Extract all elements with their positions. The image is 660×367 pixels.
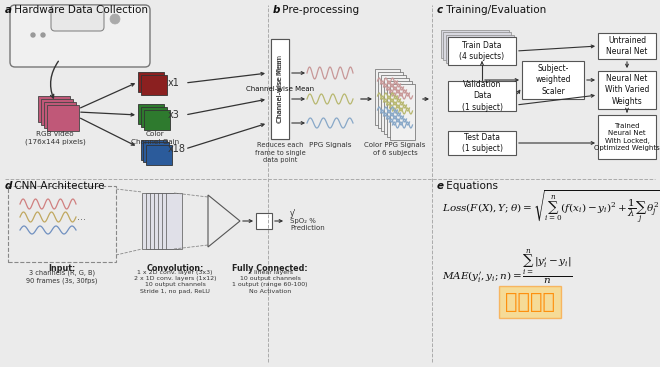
Bar xyxy=(256,213,272,229)
Text: 江西龙网: 江西龙网 xyxy=(505,292,555,312)
Text: $\mathit{Loss}(F(X), Y; \theta) = \sqrt{\sum_{i=0}^{n}(f(x_i) - y_i)^2 + \dfrac{: $\mathit{Loss}(F(X), Y; \theta) = \sqrt{… xyxy=(442,189,660,226)
Bar xyxy=(150,193,166,249)
Bar xyxy=(138,72,164,92)
Text: Color PPG Signals
of 6 subjects: Color PPG Signals of 6 subjects xyxy=(364,142,426,156)
Bar xyxy=(598,33,656,59)
Bar xyxy=(143,142,169,162)
Text: Validation
Data
(1 subject): Validation Data (1 subject) xyxy=(461,80,502,112)
Bar xyxy=(166,193,182,249)
Bar xyxy=(141,139,166,160)
Bar xyxy=(142,193,158,249)
Text: y': y' xyxy=(290,210,296,218)
Text: Convolution:: Convolution: xyxy=(147,264,204,273)
Text: Test Data
(1 subject): Test Data (1 subject) xyxy=(461,133,502,153)
Text: d: d xyxy=(5,181,13,191)
Text: x18: x18 xyxy=(168,144,186,154)
Bar xyxy=(448,81,516,111)
Bar xyxy=(47,105,79,131)
Text: Neural Net
With Varied
Weights: Neural Net With Varied Weights xyxy=(605,75,649,106)
Bar xyxy=(44,102,76,128)
Bar xyxy=(158,193,174,249)
Text: Channel-wise Mean: Channel-wise Mean xyxy=(277,55,283,123)
Circle shape xyxy=(31,33,35,37)
Bar xyxy=(598,71,656,109)
Bar xyxy=(378,72,403,128)
Bar xyxy=(162,193,178,249)
Bar xyxy=(448,131,516,155)
Text: Training/Evaluation: Training/Evaluation xyxy=(443,5,546,15)
Bar xyxy=(448,37,516,65)
FancyBboxPatch shape xyxy=(10,5,150,67)
Text: CNN Architecture: CNN Architecture xyxy=(11,181,104,191)
Text: 1 x 2D conv. layer (3x3)
2 x 1D conv. layers (1x12)
10 output channels
Stride 1,: 1 x 2D conv. layer (3x3) 2 x 1D conv. la… xyxy=(134,270,216,294)
Bar xyxy=(387,81,412,137)
Text: 2 linear layers
10 output channels
1 output (range 60-100)
No Activation: 2 linear layers 10 output channels 1 out… xyxy=(232,270,308,294)
Text: SpO₂ %: SpO₂ % xyxy=(290,218,316,224)
Text: Prediction: Prediction xyxy=(290,225,325,231)
Text: a: a xyxy=(5,5,12,15)
Bar xyxy=(38,96,70,122)
Bar xyxy=(41,99,73,125)
Bar xyxy=(522,61,584,99)
Text: Channel-wise Mean: Channel-wise Mean xyxy=(246,86,314,92)
Bar xyxy=(271,39,289,139)
Bar xyxy=(138,104,164,124)
Bar xyxy=(271,39,289,139)
Bar xyxy=(8,186,116,262)
Text: RGB video
(176x144 pixels): RGB video (176x144 pixels) xyxy=(24,131,85,145)
Text: c: c xyxy=(437,5,443,15)
Bar xyxy=(384,78,409,134)
Text: $\mathit{MAE}(y_i^{\prime}, y_i; n) = \dfrac{\sum_{i=}^{n}|y_i^{\prime} - y_i|}{: $\mathit{MAE}(y_i^{\prime}, y_i; n) = \d… xyxy=(442,247,573,286)
Text: Fully Connected:: Fully Connected: xyxy=(232,264,308,273)
Text: e: e xyxy=(437,181,444,191)
Bar xyxy=(443,32,511,60)
Bar xyxy=(390,84,415,140)
Circle shape xyxy=(110,14,120,24)
Text: Subject-
weighted
Scaler: Subject- weighted Scaler xyxy=(535,64,571,95)
Bar xyxy=(598,115,656,159)
Text: Train Data
(4 subjects): Train Data (4 subjects) xyxy=(459,41,504,61)
Text: Trained
Neural Net
With Locked,
Optimized Weights: Trained Neural Net With Locked, Optimize… xyxy=(594,123,660,151)
Bar xyxy=(141,107,167,127)
Text: b: b xyxy=(273,5,280,15)
Text: Color
Channel Gain: Color Channel Gain xyxy=(131,131,179,145)
Text: Input:: Input: xyxy=(48,264,76,273)
Bar xyxy=(146,193,162,249)
Bar xyxy=(440,29,508,58)
Text: 3 channels (R, G, B)
90 frames (3s, 30fps): 3 channels (R, G, B) 90 frames (3s, 30fp… xyxy=(26,270,98,284)
FancyBboxPatch shape xyxy=(51,5,104,31)
Text: Equations: Equations xyxy=(443,181,498,191)
Text: Pre-processing: Pre-processing xyxy=(279,5,359,15)
Text: Hardware Data Collection: Hardware Data Collection xyxy=(11,5,148,15)
Text: x1: x1 xyxy=(168,78,180,88)
Bar xyxy=(141,75,167,95)
Bar xyxy=(145,145,172,164)
Text: PPG Signals: PPG Signals xyxy=(309,142,351,148)
Text: ...: ... xyxy=(77,212,86,222)
Circle shape xyxy=(41,33,45,37)
Text: Untrained
Neural Net: Untrained Neural Net xyxy=(607,36,647,56)
Bar xyxy=(375,69,400,125)
Text: Channel-wise Mean: Channel-wise Mean xyxy=(277,57,283,121)
Text: x3: x3 xyxy=(168,110,180,120)
Text: Reduces each
frame to single
data point: Reduces each frame to single data point xyxy=(255,142,306,163)
Bar xyxy=(144,110,170,130)
Bar xyxy=(381,75,406,131)
Bar xyxy=(154,193,170,249)
Bar xyxy=(446,34,513,62)
